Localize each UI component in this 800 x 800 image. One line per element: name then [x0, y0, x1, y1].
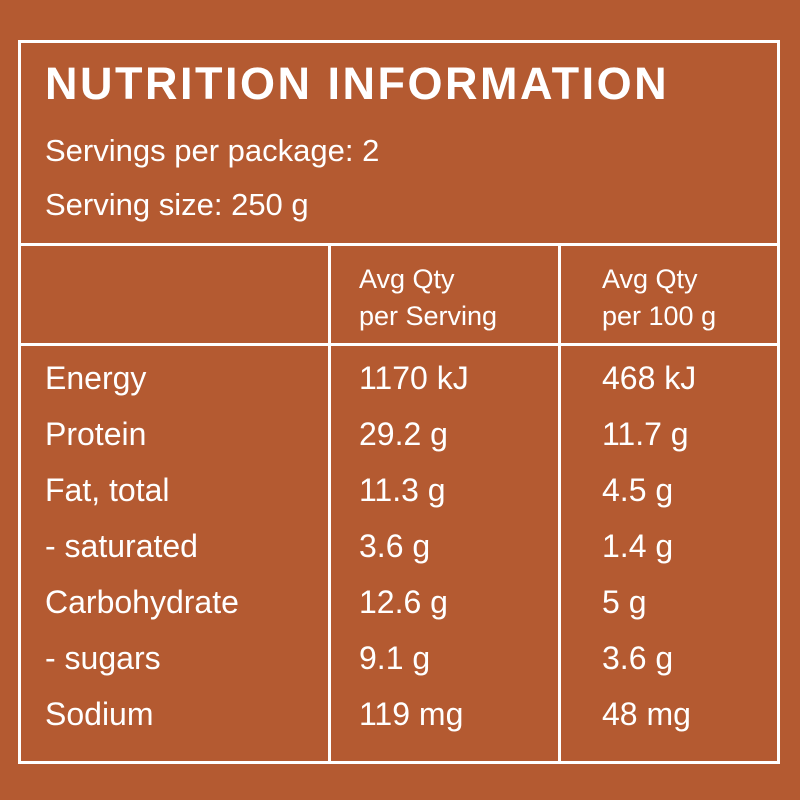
nutrient-row-fat-total: Fat, total 11.3 g 4.5 g: [21, 472, 777, 529]
panel-title: NUTRITION INFORMATION: [45, 58, 670, 109]
nutrient-per-serving: 3.6 g: [359, 528, 431, 564]
column-header-line: per 100 g: [602, 301, 717, 331]
nutrient-per-100g: 4.5 g: [602, 472, 674, 508]
nutrient-name: - sugars: [45, 640, 161, 676]
column-header-line: Avg Qty: [359, 264, 455, 294]
nutrient-rows: Energy 1170 kJ 468 kJ Protein 29.2 g 11.…: [21, 360, 777, 753]
nutrient-per-100g: 11.7 g: [602, 416, 689, 452]
nutrient-per-serving: 12.6 g: [359, 584, 448, 620]
nutrient-row-sodium: Sodium 119 mg 48 mg: [21, 696, 777, 753]
column-header-per-100g: Avg Qty per 100 g: [602, 261, 716, 335]
nutrient-per-100g: 3.6 g: [602, 640, 674, 676]
divider-header-top: [21, 243, 777, 246]
nutrient-name: Protein: [45, 416, 147, 452]
nutrient-name: - saturated: [45, 528, 198, 564]
nutrient-name: Energy: [45, 360, 147, 396]
nutrient-per-100g: 468 kJ: [602, 360, 697, 396]
nutrition-panel: NUTRITION INFORMATION Servings per packa…: [18, 40, 780, 764]
nutrient-name: Carbohydrate: [45, 584, 239, 620]
column-header-line: Avg Qty: [602, 264, 698, 294]
nutrient-row-protein: Protein 29.2 g 11.7 g: [21, 416, 777, 473]
nutrient-per-serving: 11.3 g: [359, 472, 446, 508]
nutrient-name: Sodium: [45, 696, 154, 732]
nutrient-row-sugars: - sugars 9.1 g 3.6 g: [21, 640, 777, 697]
servings-per-package: Servings per package: 2: [45, 133, 380, 168]
nutrient-per-serving: 1170 kJ: [359, 360, 469, 396]
column-divider-1: [328, 243, 331, 761]
nutrient-per-serving: 119 mg: [359, 696, 464, 732]
serving-size: Serving size: 250 g: [45, 187, 309, 222]
column-divider-2: [558, 243, 561, 761]
nutrient-per-100g: 5 g: [602, 584, 647, 620]
column-header-per-serving: Avg Qty per Serving: [359, 261, 497, 335]
nutrient-per-serving: 9.1 g: [359, 640, 431, 676]
nutrient-per-100g: 1.4 g: [602, 528, 674, 564]
column-header-line: per Serving: [359, 301, 498, 331]
nutrient-row-carbohydrate: Carbohydrate 12.6 g 5 g: [21, 584, 777, 641]
nutrient-name: Fat, total: [45, 472, 170, 508]
nutrient-row-saturated: - saturated 3.6 g 1.4 g: [21, 528, 777, 585]
nutrient-per-100g: 48 mg: [602, 696, 691, 732]
nutrient-row-energy: Energy 1170 kJ 468 kJ: [21, 360, 777, 417]
divider-header-bottom: [21, 343, 777, 346]
nutrient-per-serving: 29.2 g: [359, 416, 448, 452]
